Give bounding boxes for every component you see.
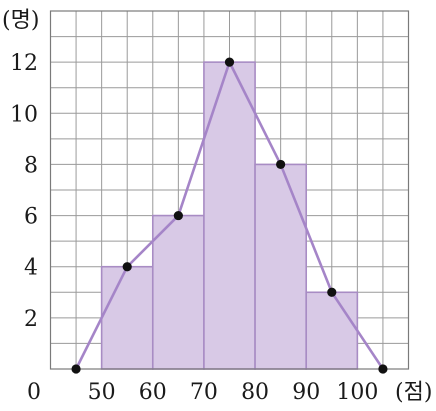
y-tick-label: 10: [10, 102, 38, 127]
x-tick-label: 60: [139, 380, 167, 405]
y-tick-label: 4: [24, 256, 38, 281]
polygon-point: [122, 262, 132, 272]
origin-label: 0: [27, 380, 41, 405]
plot-frame: [49, 10, 410, 370]
y-tick-label: 2: [24, 307, 38, 332]
x-tick-label: 80: [241, 380, 269, 405]
polygon-point: [378, 364, 388, 374]
y-tick-label: 12: [10, 51, 38, 76]
y-tick-label: 8: [24, 153, 38, 178]
histogram-bar: [100, 265, 154, 370]
x-tick-label: 90: [292, 380, 320, 405]
histogram-bar: [203, 61, 256, 370]
axis-labels: (명) (점) 0 2 4 6 8 10 12 50 60 70 80 90 100: [2, 8, 432, 405]
polygon-point: [224, 57, 235, 67]
polygon-point: [327, 287, 337, 297]
histogram-bar: [151, 214, 205, 370]
histogram-bar: [254, 163, 308, 370]
polygon-point: [276, 159, 286, 170]
polygon-point: [173, 210, 183, 221]
frequency-polygon: [71, 57, 388, 374]
y-axis-unit: (명): [2, 8, 39, 33]
x-tick-label: 70: [190, 380, 218, 405]
y-tick-label: 6: [24, 205, 38, 230]
x-tick-label: 50: [88, 380, 116, 405]
histogram-bars: [100, 61, 359, 370]
x-axis-unit: (점): [395, 380, 432, 405]
x-tick-label: 100: [336, 380, 378, 405]
polygon-point: [71, 364, 81, 374]
histogram-bar: [305, 291, 359, 370]
